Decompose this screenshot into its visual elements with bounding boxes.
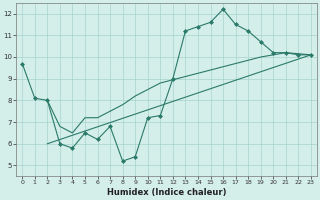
X-axis label: Humidex (Indice chaleur): Humidex (Indice chaleur) [107,188,226,197]
